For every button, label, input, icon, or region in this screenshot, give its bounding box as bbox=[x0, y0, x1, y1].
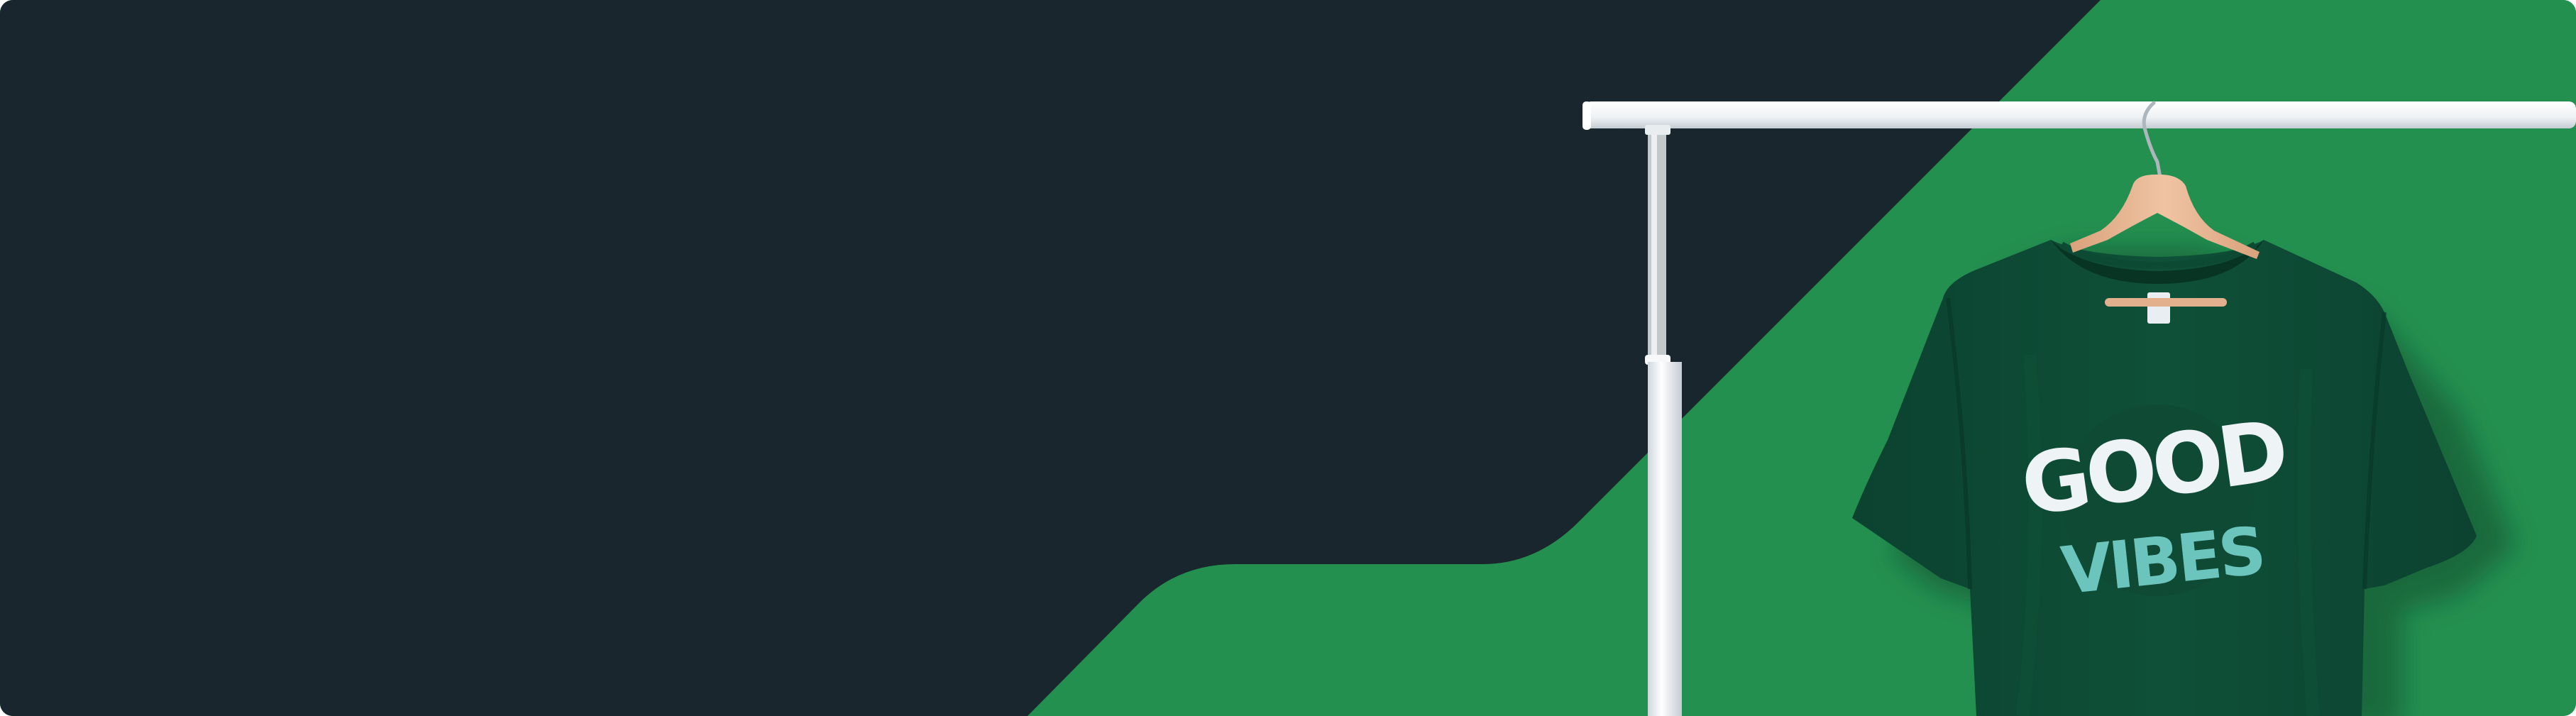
dark-panel bbox=[0, 0, 2101, 716]
hanger bbox=[2070, 101, 2259, 307]
clothes-rack bbox=[1583, 101, 2576, 716]
